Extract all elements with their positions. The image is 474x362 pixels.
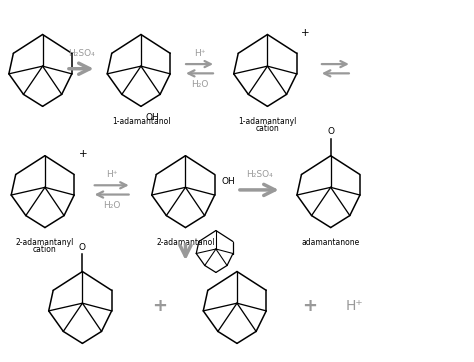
Text: H₂SO₄: H₂SO₄: [246, 170, 273, 179]
Text: +: +: [152, 297, 167, 315]
Text: cation: cation: [33, 245, 57, 254]
Text: 2-adamantanol: 2-adamantanol: [156, 238, 215, 247]
Text: 1-adamantanol: 1-adamantanol: [112, 117, 170, 126]
Text: H₂O: H₂O: [103, 201, 120, 210]
Text: H⁺: H⁺: [345, 299, 363, 313]
Text: +: +: [302, 297, 317, 315]
Text: OH: OH: [146, 113, 159, 122]
Text: H⁺: H⁺: [194, 49, 205, 58]
Text: 2-adamantanyl: 2-adamantanyl: [16, 238, 74, 247]
Text: +: +: [301, 28, 310, 38]
Text: O: O: [327, 127, 334, 136]
Text: O: O: [79, 243, 86, 252]
Text: H₂SO₄: H₂SO₄: [68, 49, 95, 58]
Text: +: +: [79, 149, 87, 159]
Text: H₂O: H₂O: [191, 80, 208, 89]
Text: 1-adamantanyl: 1-adamantanyl: [238, 117, 297, 126]
Text: H⁺: H⁺: [106, 170, 118, 179]
Text: adamantanone: adamantanone: [301, 238, 360, 247]
Text: cation: cation: [255, 124, 279, 133]
Text: OH: OH: [221, 177, 235, 186]
